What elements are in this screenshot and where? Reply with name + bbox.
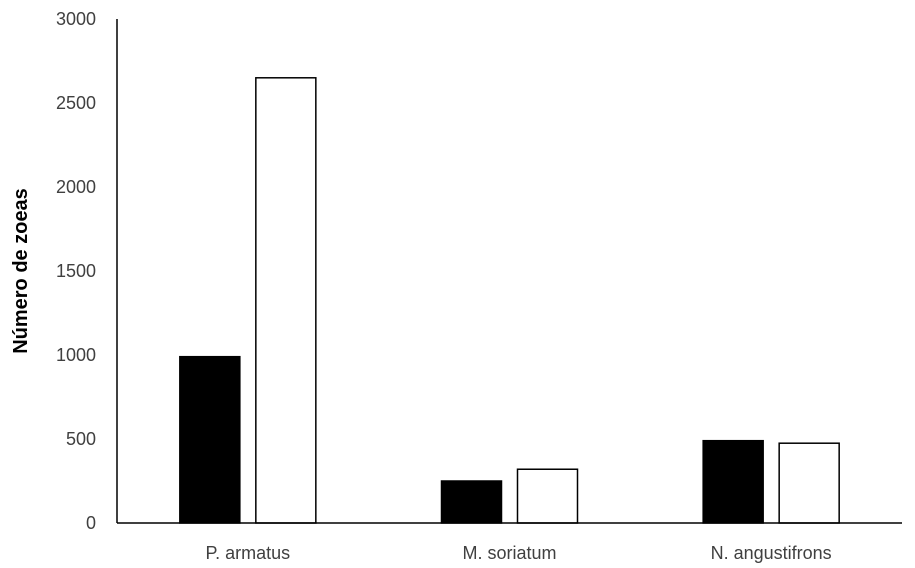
y-tick-label: 500 xyxy=(66,429,96,449)
x-tick-label: M. soriatum xyxy=(462,543,556,563)
bar-p-armatus-series-1 xyxy=(179,355,241,524)
y-tick-labels: 0 500 1000 1500 2000 2500 3000 xyxy=(56,9,96,533)
bar-p-armatus-series-2 xyxy=(255,77,317,524)
x-tick-label: P. armatus xyxy=(205,543,290,563)
y-tick-label: 2000 xyxy=(56,177,96,197)
bar-n-angustifrons-series-2 xyxy=(778,442,840,524)
y-tick-label: 1500 xyxy=(56,261,96,281)
bar-n-angustifrons-series-1 xyxy=(702,439,764,524)
bars-group xyxy=(179,77,840,524)
y-tick-label: 0 xyxy=(86,513,96,533)
bar-m-soriatum-series-2 xyxy=(516,468,579,524)
bar-m-soriatum-series-1 xyxy=(440,480,503,524)
x-tick-labels: P. armatus M. soriatum N. angustifrons xyxy=(205,543,831,563)
y-tick-label: 1000 xyxy=(56,345,96,365)
x-tick-label: N. angustifrons xyxy=(711,543,832,563)
y-axis-title: Número de zoeas xyxy=(10,188,32,354)
y-tick-label: 2500 xyxy=(56,93,96,113)
y-tick-label: 3000 xyxy=(56,9,96,29)
